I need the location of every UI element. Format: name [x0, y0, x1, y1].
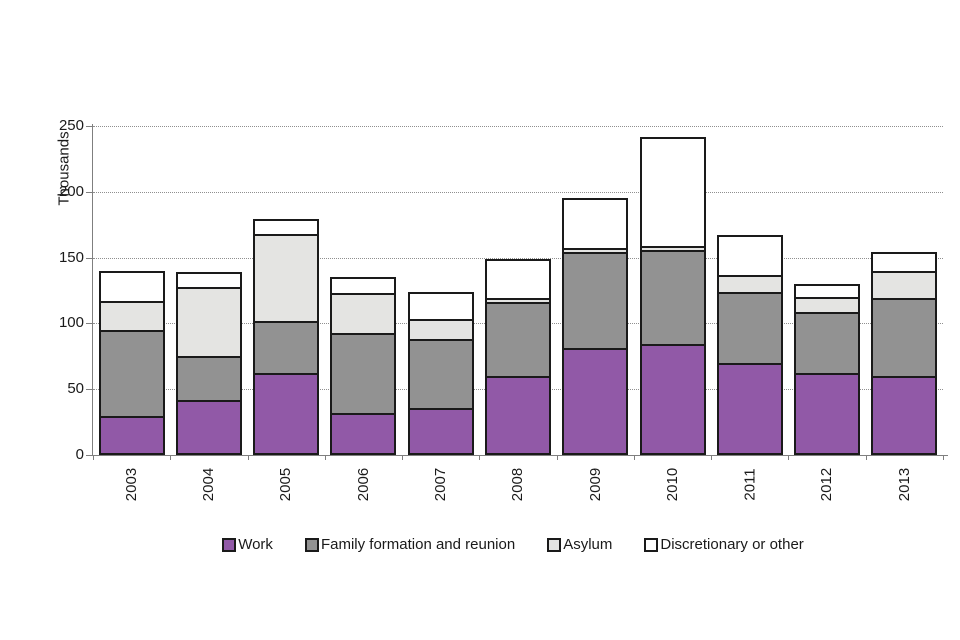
bar-segment: [639, 136, 706, 248]
x-axis-tick-label: 2013: [895, 467, 913, 501]
legend-label-work: Work: [238, 536, 273, 553]
bar-segment: [562, 198, 629, 251]
y-axis-tick: [86, 323, 93, 325]
y-axis-tick-label: 0: [75, 446, 84, 463]
bar-segment: [330, 293, 397, 335]
legend-swatch-work: [222, 537, 237, 552]
legend: Work Family formation and reunion Asylum…: [33, 536, 960, 553]
legend-label-discretionary: Discretionary or other: [660, 536, 804, 553]
x-axis-tick: [633, 455, 635, 460]
bar-segment: [253, 233, 320, 323]
plot-area: [93, 126, 943, 455]
gridline: [93, 257, 943, 259]
bar-segment: [794, 283, 861, 300]
x-axis-line: [90, 455, 948, 456]
bar-segment: [716, 362, 783, 455]
legend-swatch-discretionary: [644, 537, 659, 552]
legend-label-asylum: Asylum: [563, 536, 613, 553]
x-axis-tick-label: 2007: [432, 467, 450, 501]
bar-segment: [871, 270, 938, 301]
x-axis-tick: [402, 455, 404, 460]
legend-item-family: Family formation and reunion: [304, 536, 516, 553]
legend-item-asylum: Asylum: [547, 536, 612, 553]
bar-segment: [175, 356, 242, 402]
legend-swatch-asylum: [547, 537, 562, 552]
bar-segment: [562, 348, 629, 455]
bar-segment: [407, 319, 474, 342]
bar-segment: [98, 415, 165, 455]
x-axis-tick: [943, 455, 944, 460]
bar-segment: [639, 249, 706, 347]
bar-segment: [175, 272, 242, 289]
y-axis-tick: [86, 455, 93, 456]
x-axis-tick-label: 2010: [664, 467, 682, 501]
y-axis-tick: [86, 389, 93, 391]
bar-segment: [716, 291, 783, 365]
x-axis-tick: [788, 455, 790, 460]
legend-label-family: Family formation and reunion: [320, 536, 516, 553]
x-axis-tick-label: 2003: [123, 467, 141, 501]
bar-segment: [253, 373, 320, 455]
bar-segment: [330, 332, 397, 415]
y-axis-tick-label: 250: [58, 117, 84, 134]
bar-segment: [407, 339, 474, 410]
bar-segment: [253, 320, 320, 376]
x-axis-tick: [711, 455, 713, 460]
gridline: [93, 126, 943, 127]
y-axis-tick-label: 200: [58, 182, 84, 200]
x-axis-tick-label: 2008: [509, 467, 527, 501]
bar-segment: [485, 302, 551, 379]
bar-segment: [330, 412, 397, 455]
bar-segment: [98, 301, 165, 332]
bar-segment: [175, 399, 242, 455]
legend-item-discretionary: Discretionary or other: [644, 536, 804, 553]
bar-segment: [407, 291, 474, 322]
bar-segment: [794, 373, 861, 455]
y-axis-tick-label: 100: [58, 314, 84, 332]
x-axis-tick: [170, 455, 172, 460]
legend-item-work: Work: [222, 536, 273, 553]
bar-segment: [98, 330, 165, 418]
x-axis-tick: [324, 455, 326, 460]
y-axis-tick: [86, 126, 93, 127]
x-axis-tick-label: 2005: [277, 467, 295, 501]
bar-segment: [871, 252, 938, 273]
bar-segment: [639, 344, 706, 455]
x-axis-tick: [865, 455, 867, 460]
y-axis-tick-label: 150: [58, 248, 84, 266]
x-axis-tick: [556, 455, 558, 460]
bar-segment: [716, 235, 783, 277]
bar-segment: [330, 277, 397, 296]
x-axis-tick: [93, 455, 94, 460]
x-axis-tick-label: 2012: [818, 467, 836, 501]
x-axis-tick-label: 2009: [586, 467, 604, 501]
y-axis-line: [92, 124, 93, 456]
y-axis-tick: [86, 257, 93, 259]
bar-segment: [871, 376, 938, 455]
bar-segment: [562, 252, 629, 351]
bar-segment: [175, 286, 242, 359]
bar-segment: [794, 311, 861, 376]
bar-segment: [485, 258, 551, 301]
y-axis-tick-label: 50: [67, 380, 84, 398]
bar-segment: [716, 274, 783, 294]
x-axis-tick-label: 2004: [200, 467, 218, 501]
x-axis-tick-label: 2006: [354, 467, 372, 501]
y-axis-tick: [86, 191, 93, 193]
legend-swatch-family: [304, 537, 319, 552]
bar-segment: [98, 270, 165, 304]
gridline: [93, 191, 943, 193]
bar-segment: [871, 298, 938, 379]
bar-segment: [794, 297, 861, 314]
x-axis-tick-label: 2011: [741, 467, 759, 501]
bar-segment: [485, 376, 551, 455]
bar-segment: [407, 407, 474, 455]
bar-segment: [253, 219, 320, 236]
x-axis-tick: [479, 455, 481, 460]
x-axis-tick: [247, 455, 249, 460]
